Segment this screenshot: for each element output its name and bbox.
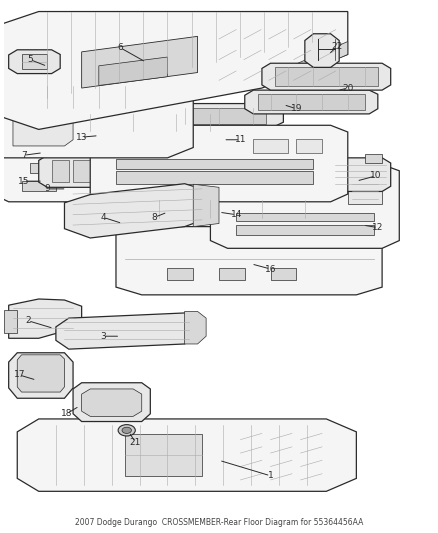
Polygon shape	[172, 108, 266, 124]
Text: 11: 11	[235, 135, 246, 144]
Text: 13: 13	[76, 133, 88, 142]
Text: 19: 19	[290, 104, 302, 113]
Polygon shape	[236, 224, 374, 235]
Polygon shape	[21, 109, 47, 114]
Polygon shape	[90, 125, 348, 202]
Polygon shape	[13, 117, 73, 146]
Polygon shape	[262, 63, 391, 90]
Text: 6: 6	[117, 43, 123, 52]
Polygon shape	[155, 103, 283, 128]
Polygon shape	[30, 163, 81, 173]
Text: 21: 21	[130, 438, 141, 447]
Text: 20: 20	[342, 84, 353, 93]
Polygon shape	[271, 268, 296, 280]
Polygon shape	[253, 139, 288, 152]
Polygon shape	[52, 160, 69, 182]
Polygon shape	[21, 54, 47, 69]
Polygon shape	[9, 50, 60, 74]
Polygon shape	[52, 110, 236, 135]
Polygon shape	[73, 160, 99, 182]
Polygon shape	[116, 227, 382, 295]
Polygon shape	[124, 196, 331, 222]
Polygon shape	[258, 94, 365, 110]
Polygon shape	[245, 90, 378, 114]
Polygon shape	[81, 36, 198, 88]
Polygon shape	[193, 184, 219, 227]
Polygon shape	[21, 181, 56, 191]
Polygon shape	[30, 148, 64, 155]
Text: 2007 Dodge Durango  CROSSMEMBER-Rear Floor Diagram for 55364456AA: 2007 Dodge Durango CROSSMEMBER-Rear Floo…	[75, 518, 363, 527]
Polygon shape	[17, 419, 357, 491]
Ellipse shape	[122, 427, 131, 433]
Text: 4: 4	[100, 213, 106, 222]
Text: 8: 8	[152, 213, 158, 222]
Ellipse shape	[118, 425, 135, 436]
Text: 18: 18	[61, 409, 72, 418]
Polygon shape	[9, 299, 81, 338]
Polygon shape	[124, 434, 202, 476]
Text: 17: 17	[14, 370, 25, 379]
Polygon shape	[73, 114, 215, 132]
Polygon shape	[0, 71, 193, 158]
Polygon shape	[348, 181, 382, 204]
Text: 10: 10	[370, 172, 381, 181]
Polygon shape	[17, 355, 64, 392]
Text: 5: 5	[27, 55, 33, 64]
Polygon shape	[305, 34, 339, 67]
Text: 14: 14	[230, 210, 242, 219]
Polygon shape	[0, 12, 348, 130]
Polygon shape	[56, 313, 198, 349]
Polygon shape	[210, 165, 399, 248]
Polygon shape	[296, 139, 322, 152]
Polygon shape	[236, 213, 374, 221]
Text: 7: 7	[21, 151, 27, 160]
Polygon shape	[167, 268, 193, 280]
Text: 12: 12	[372, 223, 384, 232]
Polygon shape	[56, 145, 99, 152]
Polygon shape	[146, 200, 309, 218]
Polygon shape	[331, 158, 391, 191]
Polygon shape	[365, 154, 382, 163]
Text: 22: 22	[332, 42, 343, 51]
Polygon shape	[99, 57, 167, 85]
Polygon shape	[271, 42, 348, 88]
Polygon shape	[185, 311, 206, 344]
Polygon shape	[4, 310, 17, 333]
Text: 1: 1	[268, 471, 273, 480]
Polygon shape	[73, 383, 150, 422]
Text: 15: 15	[18, 176, 29, 185]
Text: 2: 2	[25, 316, 31, 325]
Text: 16: 16	[265, 264, 276, 273]
Polygon shape	[39, 155, 107, 187]
Polygon shape	[116, 171, 314, 184]
Polygon shape	[275, 67, 378, 86]
Polygon shape	[64, 184, 210, 238]
Polygon shape	[9, 353, 73, 398]
Text: 3: 3	[100, 332, 106, 341]
Text: 9: 9	[44, 184, 50, 193]
Polygon shape	[0, 131, 176, 202]
Polygon shape	[116, 159, 314, 169]
Polygon shape	[219, 268, 245, 280]
Polygon shape	[39, 85, 142, 109]
Polygon shape	[81, 389, 142, 416]
